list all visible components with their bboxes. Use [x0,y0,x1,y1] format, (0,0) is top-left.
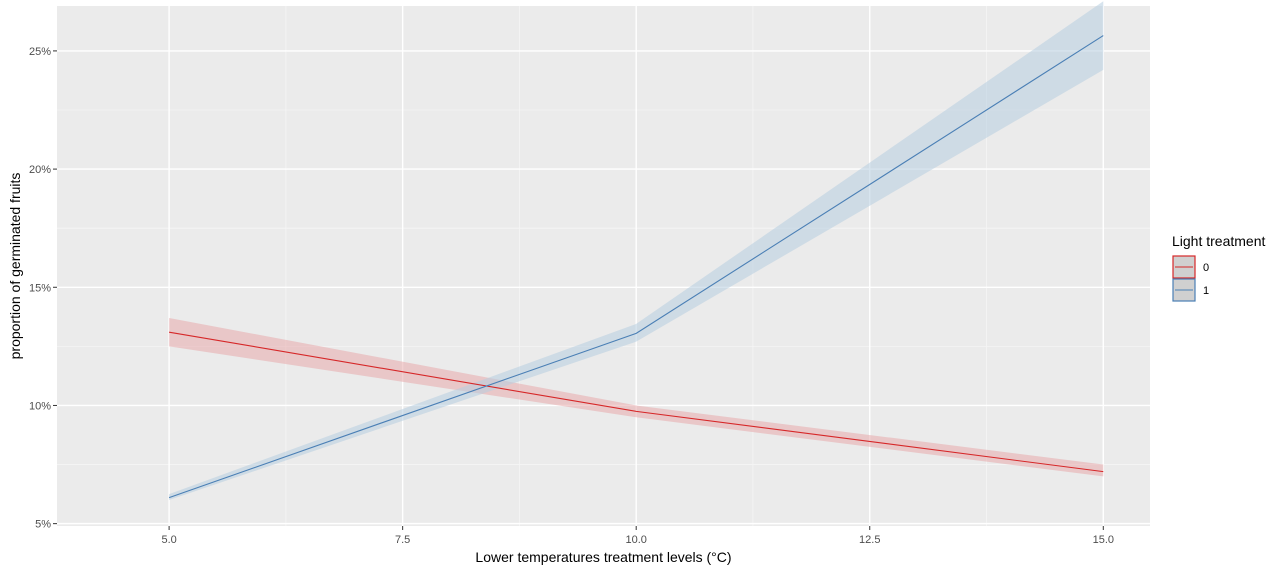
y-tick-label: 20% [29,164,51,176]
x-tick-label: 7.5 [395,534,410,546]
x-axis: 5.0 7.5 10.0 12.5 15.0 [161,526,1114,546]
x-tick-label: 12.5 [859,534,880,546]
legend: Light treatment 0 1 [1172,233,1265,301]
x-axis-title: Lower temperatures treatment levels (°C) [475,549,731,565]
y-tick-label: 15% [29,282,51,294]
legend-label-0: 0 [1203,262,1209,274]
legend-title: Light treatment [1172,233,1265,249]
y-tick-label: 10% [29,400,51,412]
y-axis-title: proportion of germinated fruits [7,173,23,360]
y-tick-label: 25% [29,46,51,58]
x-tick-label: 5.0 [161,534,176,546]
x-tick-label: 10.0 [625,534,646,546]
legend-label-1: 1 [1203,285,1209,297]
x-tick-label: 15.0 [1093,534,1114,546]
y-tick-label: 5% [35,519,51,531]
y-axis: 5% 10% 15% 20% 25% [29,46,57,531]
